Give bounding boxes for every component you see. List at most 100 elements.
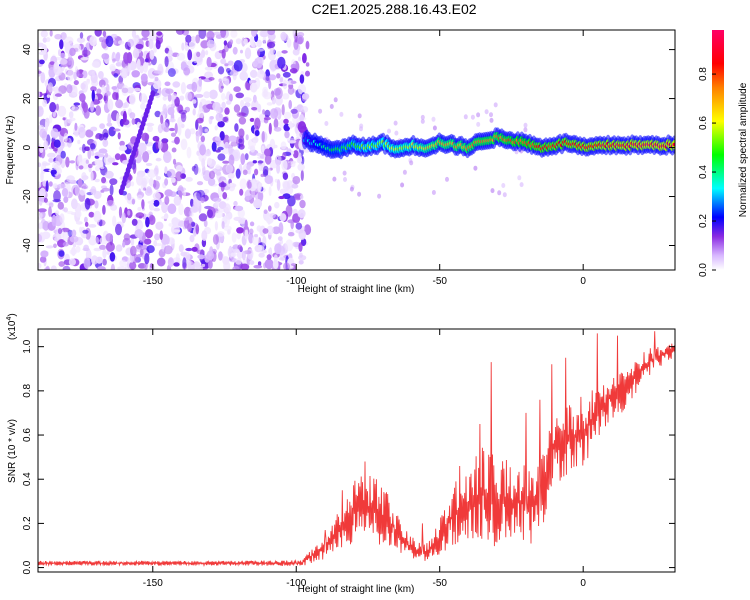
noise-blob — [262, 228, 269, 234]
noise-blob — [283, 111, 292, 120]
noise-blob — [303, 224, 312, 236]
noise-blob — [269, 47, 275, 55]
noise-blob — [215, 112, 224, 122]
noise-blob — [269, 212, 276, 219]
noise-blob — [199, 144, 207, 156]
noise-blob — [113, 40, 117, 45]
noise-blob — [147, 263, 151, 267]
noise-blob — [267, 41, 276, 49]
noise-blob — [131, 118, 136, 125]
noise-blob — [235, 168, 241, 179]
noise-blob — [257, 103, 262, 113]
noise-blob — [113, 128, 121, 132]
noise-blob — [164, 195, 170, 205]
noise-blob — [88, 235, 97, 246]
noise-blob — [94, 178, 100, 183]
noise-blob — [235, 136, 241, 145]
noise-blob — [78, 126, 86, 139]
noise-blob — [66, 84, 73, 94]
noise-blob — [130, 237, 135, 246]
noise-blob — [198, 213, 208, 222]
noise-blob — [269, 108, 279, 119]
noise-blob — [204, 149, 212, 157]
noise-blob — [50, 265, 57, 270]
noise-blob — [112, 162, 119, 166]
noise-blob — [502, 192, 507, 198]
noise-blob — [215, 164, 221, 170]
noise-blob — [161, 216, 168, 220]
noise-blob — [295, 229, 304, 234]
noise-blob — [71, 246, 76, 256]
snr-plot-area — [38, 331, 675, 568]
noise-blob — [276, 179, 281, 191]
noise-blob — [43, 140, 49, 151]
noise-blob — [45, 245, 54, 249]
noise-blob — [244, 102, 251, 108]
noise-blob — [470, 114, 475, 120]
noise-blob — [91, 61, 100, 68]
noise-blob — [420, 114, 425, 120]
noise-blob — [191, 246, 198, 252]
noise-blob — [79, 32, 84, 39]
spectrogram-ridge — [301, 127, 675, 160]
noise-blob — [249, 260, 255, 265]
noise-blob — [229, 39, 234, 45]
colorbar-tick-label: 0.4 — [698, 165, 709, 179]
noise-blob — [287, 232, 295, 237]
y-tick-label: 0 — [22, 144, 33, 150]
spectrogram-frame — [37, 29, 676, 271]
noise-blob — [101, 53, 110, 60]
noise-blob — [147, 68, 157, 79]
noise-blob — [109, 251, 116, 262]
noise-blob — [83, 244, 89, 251]
noise-blob — [250, 69, 258, 78]
noise-blob — [106, 200, 115, 207]
noise-blob — [268, 186, 272, 197]
noise-blob — [168, 118, 176, 123]
noise-blob — [278, 195, 285, 200]
noise-blob — [177, 124, 182, 136]
noise-blob — [195, 34, 201, 44]
noise-blob — [302, 53, 307, 64]
noise-blob — [141, 199, 145, 210]
noise-blob — [55, 210, 60, 216]
noise-blob — [80, 82, 86, 90]
noise-blob — [223, 225, 232, 232]
noise-blob — [111, 86, 118, 90]
y-tick-label: 0.0 — [22, 560, 33, 574]
noise-blob — [58, 250, 65, 257]
spectrogram-panel: -150 -100 -50 0 40 20 0 -20 -40 Height of straig… — [5, 29, 676, 295]
noise-blob — [52, 199, 61, 203]
noise-blob — [61, 187, 69, 197]
noise-blob — [262, 165, 269, 176]
noise-blob — [228, 154, 235, 166]
noise-blob — [198, 30, 207, 39]
noise-blob — [112, 215, 117, 227]
noise-blob — [282, 93, 290, 100]
noise-blob — [247, 170, 251, 175]
noise-blob — [87, 148, 92, 160]
noise-blob — [200, 135, 205, 143]
noise-blob — [324, 121, 329, 126]
noise-blob — [262, 109, 266, 115]
noise-blob — [156, 257, 166, 267]
noise-blob — [222, 116, 229, 123]
noise-blob — [77, 139, 81, 145]
noise-blob — [274, 201, 280, 209]
noise-blob — [45, 180, 49, 192]
noise-blob — [168, 127, 176, 132]
noise-blob — [67, 118, 73, 124]
noise-blob — [145, 58, 149, 63]
noise-blob — [194, 267, 202, 270]
noise-blob — [140, 93, 148, 104]
chart-title: C2E1.2025.288.16.43.E02 — [311, 1, 476, 17]
noise-blob — [234, 123, 239, 132]
noise-blob — [262, 91, 272, 100]
noise-blob — [89, 35, 97, 47]
noise-blob — [117, 40, 125, 45]
noise-blob — [233, 248, 240, 254]
noise-blob — [185, 177, 193, 182]
noise-blob — [231, 232, 237, 243]
noise-blob — [95, 236, 100, 245]
